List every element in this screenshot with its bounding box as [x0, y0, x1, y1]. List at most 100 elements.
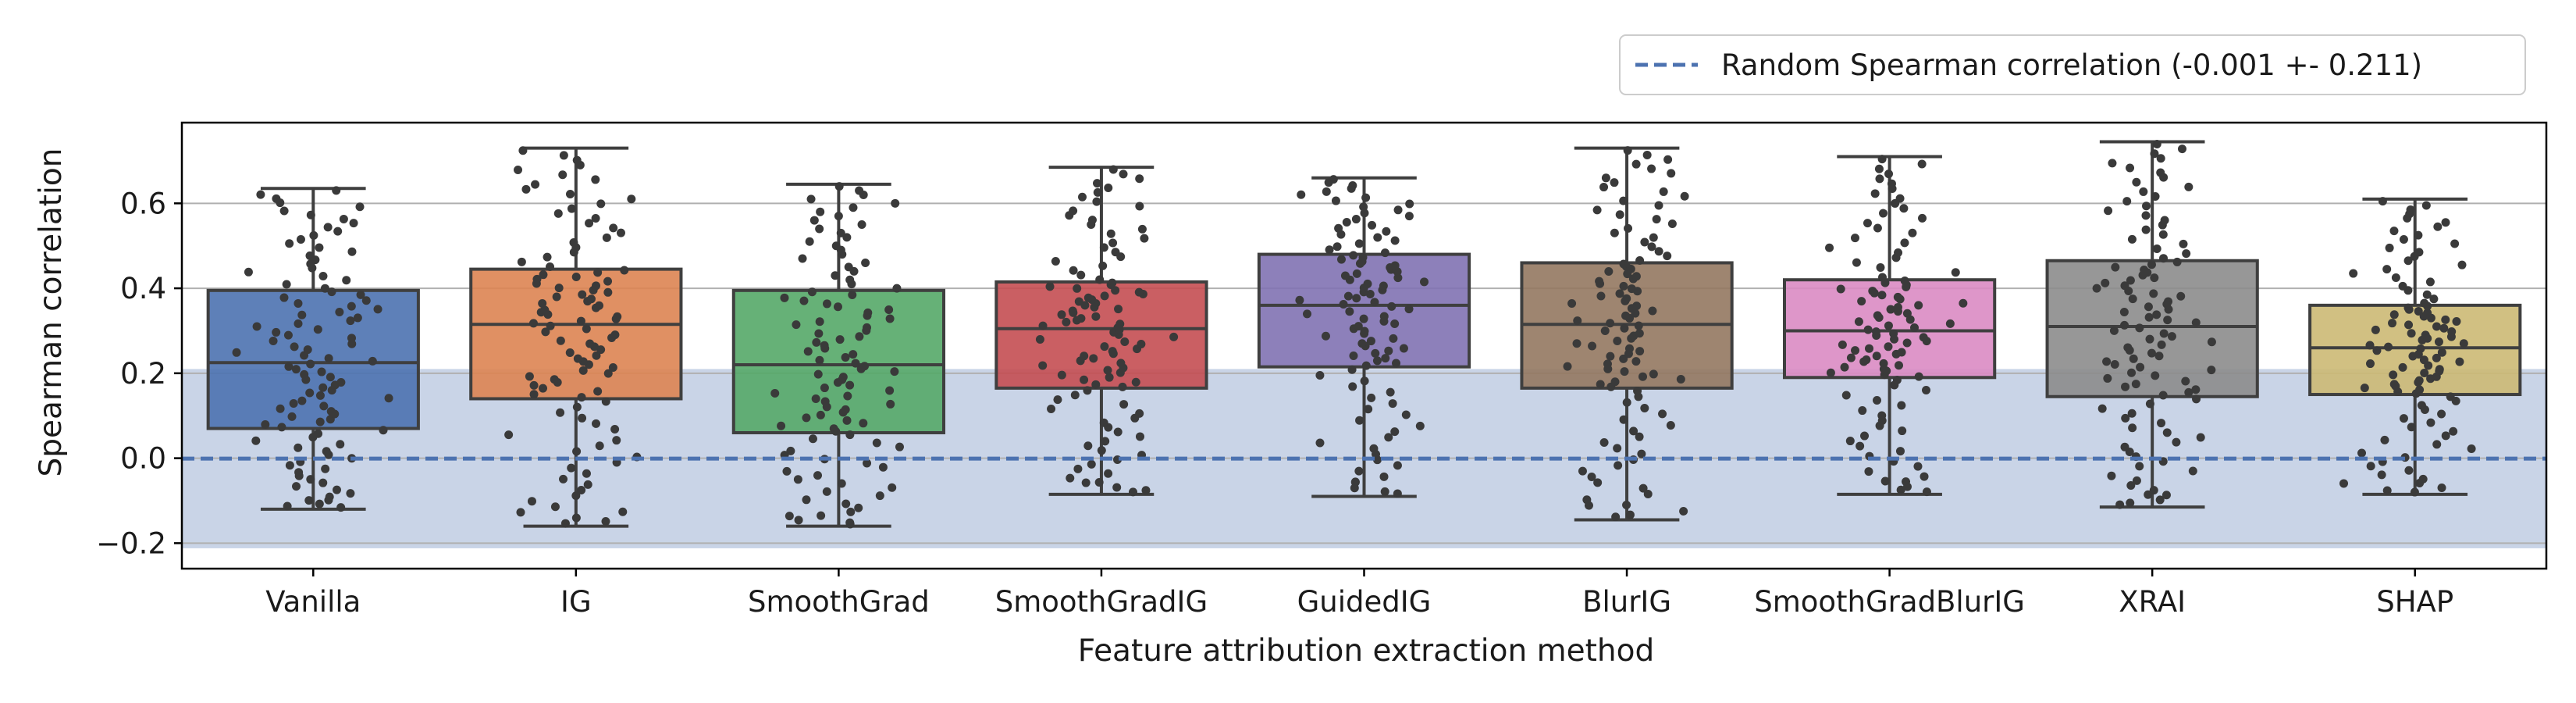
data-point [2161, 491, 2171, 500]
data-point [546, 262, 555, 272]
data-point [2339, 479, 2348, 488]
data-point [1563, 362, 1572, 371]
data-point [2382, 486, 2392, 495]
data-point [845, 275, 855, 284]
data-point [885, 314, 895, 323]
data-point [1587, 472, 1596, 481]
data-point [855, 186, 864, 195]
data-point [315, 417, 325, 426]
data-point [289, 399, 298, 409]
data-point [2177, 145, 2186, 154]
data-point [346, 489, 355, 498]
data-point [2452, 317, 2461, 327]
data-point [613, 312, 622, 321]
data-point [1902, 477, 1911, 487]
data-point [2151, 192, 2160, 202]
data-point [2349, 269, 2358, 278]
data-point [820, 341, 829, 350]
data-point [829, 424, 838, 434]
data-point [1624, 223, 1633, 233]
data-point [1879, 209, 1888, 218]
box-group-guidedig [1257, 175, 1471, 498]
data-point [1387, 302, 1397, 311]
data-point [780, 293, 789, 302]
data-point [1663, 252, 1672, 261]
data-point [1900, 277, 1909, 286]
data-point [1666, 421, 1675, 430]
data-point [1169, 332, 1179, 341]
data-point [518, 146, 528, 155]
data-point [323, 223, 333, 232]
x-tick-label-ig: IG [560, 585, 592, 619]
data-point [1352, 294, 1361, 303]
data-point [802, 495, 811, 505]
y-tick-label: 0.4 [120, 272, 166, 305]
data-point [528, 319, 538, 328]
data-point [1619, 415, 1628, 424]
strip-points [1825, 155, 1968, 497]
axes-text: Spearman correlation Feature attribution… [34, 148, 2453, 669]
data-point [884, 305, 894, 315]
data-point [2149, 289, 2158, 298]
data-point [504, 430, 514, 440]
data-point [2365, 341, 2375, 350]
data-point [2385, 243, 2394, 252]
data-point [2429, 294, 2439, 304]
data-point [2108, 159, 2117, 168]
data-point [1332, 242, 1342, 252]
data-point [514, 166, 523, 175]
x-tick-label-shap: SHAP [2376, 585, 2453, 619]
data-point [1104, 469, 1113, 478]
data-point [820, 384, 829, 393]
data-point [1871, 327, 1880, 337]
data-point [841, 352, 850, 362]
data-point [306, 210, 315, 219]
data-point [1854, 317, 1863, 327]
data-point [794, 516, 803, 525]
data-point [2414, 230, 2423, 240]
data-point [571, 513, 581, 523]
data-point [601, 397, 610, 406]
data-point [811, 394, 820, 403]
data-point [2179, 239, 2188, 248]
data-point [1057, 370, 1066, 380]
legend-frame [1619, 34, 2526, 95]
data-point [1627, 284, 1636, 294]
data-point [1897, 348, 1906, 357]
data-point [572, 447, 582, 456]
box-iqr [206, 288, 420, 430]
box-iqr [731, 288, 946, 434]
data-point [822, 487, 831, 496]
data-point [1080, 375, 1089, 384]
data-point [1667, 169, 1676, 178]
data-point [1405, 199, 1414, 209]
data-point [1635, 347, 1645, 356]
box-group-xrai [2045, 140, 2259, 509]
data-point [2129, 354, 2138, 363]
data-point [859, 419, 868, 428]
data-point [2156, 168, 2165, 177]
data-point [1642, 150, 1652, 159]
data-point [2120, 281, 2129, 291]
data-point [1415, 421, 1425, 430]
data-point [373, 305, 382, 314]
data-point [595, 441, 604, 451]
data-point [1913, 462, 1923, 471]
data-point [1606, 319, 1615, 328]
data-point [1087, 459, 1096, 469]
data-point [1112, 483, 1122, 492]
data-point [1370, 298, 1379, 307]
data-point [863, 308, 873, 317]
data-point [1852, 258, 1861, 267]
data-point [620, 266, 629, 275]
data-point [813, 471, 823, 480]
data-point [2191, 385, 2201, 394]
data-point [327, 287, 336, 297]
data-point [1359, 202, 1368, 212]
data-point [517, 257, 526, 266]
data-point [283, 330, 293, 340]
data-point [322, 447, 331, 456]
data-point [1038, 361, 1048, 370]
data-point [1062, 317, 1071, 327]
data-point [578, 290, 587, 299]
